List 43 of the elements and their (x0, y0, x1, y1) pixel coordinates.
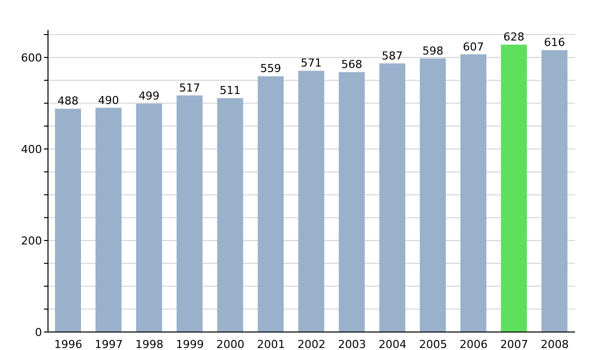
x-tick-label: 2003 (338, 338, 366, 350)
x-tick-label: 2004 (378, 338, 407, 350)
data-label: 490 (98, 94, 120, 107)
data-label: 511 (220, 84, 241, 98)
x-tick-label: 2006 (460, 338, 488, 350)
bar (55, 108, 81, 332)
bar (500, 44, 527, 332)
bar (379, 63, 406, 332)
y-tick-label: 0 (35, 326, 42, 339)
bar (176, 95, 203, 332)
data-label: 499 (138, 90, 160, 103)
bar (258, 76, 284, 332)
bar (217, 98, 244, 332)
x-tick-label: 2002 (298, 338, 326, 350)
x-tick-label: 2008 (540, 338, 569, 350)
x-tick-label: 2005 (419, 338, 448, 350)
x-tick-label: 2001 (256, 338, 285, 350)
x-tick-label: 2007 (500, 338, 528, 350)
data-label: 616 (544, 36, 565, 50)
x-tick-label: 2000 (216, 338, 244, 350)
y-tick-label: 400 (21, 142, 42, 156)
data-label: 571 (300, 56, 322, 70)
x-tick-label: 1997 (94, 338, 123, 350)
data-label: 488 (58, 94, 78, 108)
bar (420, 58, 446, 332)
x-tick-label: 1999 (176, 338, 204, 350)
bar (541, 50, 568, 332)
bar (136, 104, 162, 332)
data-label: 598 (422, 44, 444, 58)
data-label: 568 (341, 58, 362, 72)
x-tick-label: 1998 (135, 338, 164, 350)
y-tick-label: 200 (21, 234, 42, 248)
data-label: 587 (382, 49, 403, 62)
data-label: 517 (179, 81, 200, 94)
data-label: 607 (462, 40, 484, 54)
bar (460, 54, 486, 332)
bar (96, 108, 122, 332)
bar (338, 72, 365, 332)
data-label: 628 (503, 30, 524, 44)
x-tick-label: 1996 (54, 338, 82, 350)
y-tick-label: 600 (21, 51, 42, 64)
bar (298, 70, 324, 332)
data-label: 559 (260, 62, 282, 76)
